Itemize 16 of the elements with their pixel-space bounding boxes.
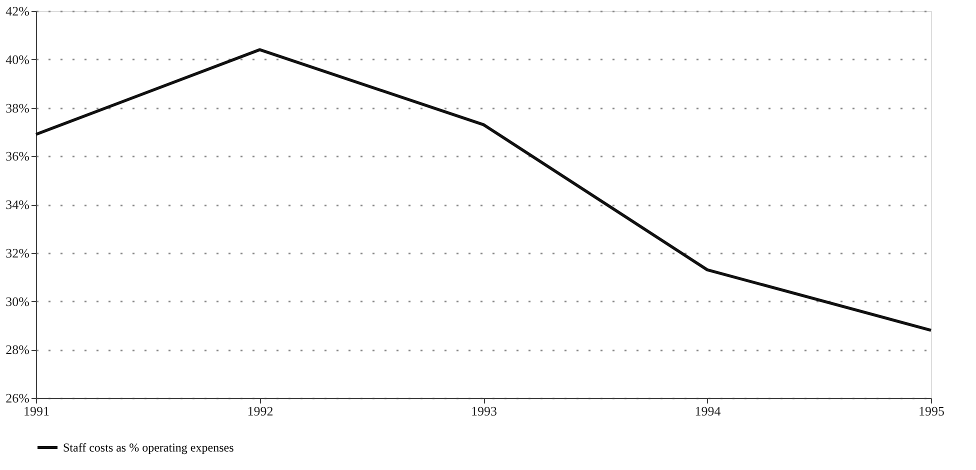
line-series xyxy=(34,48,932,332)
y-tick-label: 30% xyxy=(6,294,30,309)
y-tick-label: 42% xyxy=(6,4,30,18)
x-tick-label: 1994 xyxy=(694,404,722,418)
y-tick-label: 26% xyxy=(6,390,30,406)
x-tick-label: 1991 xyxy=(24,404,50,418)
y-tick-label: 40% xyxy=(6,52,30,67)
y-tick-label: 32% xyxy=(6,245,30,260)
y-tick-label: 34% xyxy=(6,197,30,212)
y-tick-label: 38% xyxy=(6,100,30,116)
x-tick-label: 1992 xyxy=(247,404,274,418)
y-tick-label: 36% xyxy=(6,148,30,164)
x-tick-label: 1995 xyxy=(918,404,944,418)
x-tick-label: 1993 xyxy=(471,404,497,418)
y-tick-label: 28% xyxy=(6,342,30,358)
legend-label: Staff costs as % operating expenses xyxy=(63,440,234,454)
